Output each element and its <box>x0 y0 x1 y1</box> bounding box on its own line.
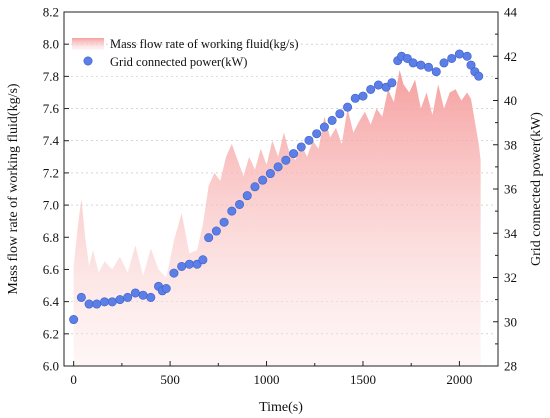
grid-power-point <box>184 259 194 269</box>
grid-power-point <box>408 58 418 68</box>
grid-power-point <box>343 102 353 112</box>
x-tick-label: 1000 <box>254 372 280 387</box>
grid-power-point <box>265 169 275 179</box>
grid-power-point <box>474 71 484 81</box>
y-right-tick-label: 36 <box>504 182 518 197</box>
grid-power-point <box>235 199 245 209</box>
grid-power-point <box>227 206 237 216</box>
y-left-tick-label: 7.2 <box>43 165 59 180</box>
grid-power-point <box>462 51 472 61</box>
grid-power-point <box>258 175 268 185</box>
grid-power-point <box>327 115 337 125</box>
mass-flow-area <box>73 69 481 367</box>
grid-power-point <box>161 284 171 294</box>
grid-power-scatter-series <box>69 49 484 325</box>
grid-power-point <box>281 155 291 165</box>
grid-power-point <box>289 149 299 159</box>
grid-power-point <box>219 217 229 227</box>
grid-power-point <box>169 268 179 278</box>
grid-power-point <box>115 295 125 305</box>
legend-label-mass-flow: Mass flow rate of working fluid(kg/s) <box>110 37 299 51</box>
grid-power-point <box>424 62 434 72</box>
y-left-tick-label: 6.0 <box>43 359 59 374</box>
grid-power-point <box>312 129 322 139</box>
y-right-tick-label: 28 <box>504 359 517 374</box>
y-right-tick-label: 32 <box>504 270 517 285</box>
grid-power-point <box>387 78 397 88</box>
grid-power-point <box>138 290 148 300</box>
y-left-tick-label: 8.0 <box>43 37 59 52</box>
y-left-tick-label: 6.8 <box>43 230 59 245</box>
y-right-tick-label: 30 <box>504 314 517 329</box>
grid-power-point <box>358 91 368 101</box>
grid-power-point <box>204 233 214 243</box>
grid-power-point <box>107 297 117 307</box>
mass-flow-area-series <box>73 69 481 367</box>
grid-power-point <box>373 80 383 90</box>
y-left-tick-label: 7.8 <box>43 69 59 84</box>
grid-power-point <box>76 292 86 302</box>
grid-power-point <box>123 292 133 302</box>
x-tick-label: 0 <box>70 372 77 387</box>
y-left-axis-title: Mass flow rate of working fluid(kg/s) <box>6 83 21 294</box>
legend: Mass flow rate of working fluid(kg/s) Gri… <box>72 37 299 69</box>
grid-power-point <box>416 60 426 70</box>
grid-power-point <box>211 226 221 236</box>
y-right-tick-label: 34 <box>504 226 518 241</box>
grid-power-point <box>130 288 140 298</box>
grid-power-point <box>466 60 476 70</box>
grid-power-point <box>431 67 441 77</box>
y-left-tick-label: 6.6 <box>43 262 60 277</box>
legend-label-grid-power: Grid connected power(kW) <box>110 55 247 69</box>
grid-power-point <box>273 162 283 172</box>
grid-power-point <box>447 53 457 63</box>
grid-power-point <box>366 84 376 94</box>
y-left-tick-label: 8.2 <box>43 5 59 20</box>
grid-power-point <box>84 299 94 309</box>
grid-power-point <box>100 297 110 307</box>
grid-power-point <box>69 315 79 325</box>
grid-power-point <box>350 93 360 103</box>
axes: 0 500 1000 1500 2000 6.0 6.2 6.4 6.6 6.8 7.0 7.2 7.4… <box>6 5 544 416</box>
grid-power-point <box>250 182 260 192</box>
grid-power-point <box>319 122 329 132</box>
y-left-tick-label: 6.2 <box>43 326 59 341</box>
grid-power-point <box>454 49 464 59</box>
y-left-tick-label: 6.4 <box>43 294 60 309</box>
grid-power-point <box>92 299 102 309</box>
y-right-tick-label: 44 <box>504 5 518 20</box>
legend-swatch-grid-power <box>83 56 93 66</box>
grid-power-point <box>304 135 314 145</box>
x-axis-title: Time(s) <box>259 400 303 415</box>
y-right-tick-label: 40 <box>504 93 517 108</box>
y-right-tick-label: 42 <box>504 49 517 64</box>
y-left-tick-label: 7.6 <box>43 101 60 116</box>
y-right-tick-label: 38 <box>504 137 517 152</box>
x-tick-label: 500 <box>160 372 180 387</box>
y-left-tick-label: 7.4 <box>43 133 60 148</box>
legend-swatch-mass-flow <box>72 38 104 50</box>
grid-power-point <box>177 261 187 271</box>
grid-power-point <box>335 109 345 119</box>
grid-power-point <box>439 58 449 68</box>
x-tick-label: 1500 <box>350 372 376 387</box>
y-left-tick-label: 7.0 <box>43 198 59 213</box>
y-right-axis-title: Grid connected power(kW) <box>529 112 544 266</box>
grid-power-point <box>242 191 252 201</box>
grid-power-point <box>146 292 156 302</box>
grid-power-point <box>296 142 306 152</box>
x-tick-label: 2000 <box>446 372 472 387</box>
grid-power-point <box>198 255 208 265</box>
